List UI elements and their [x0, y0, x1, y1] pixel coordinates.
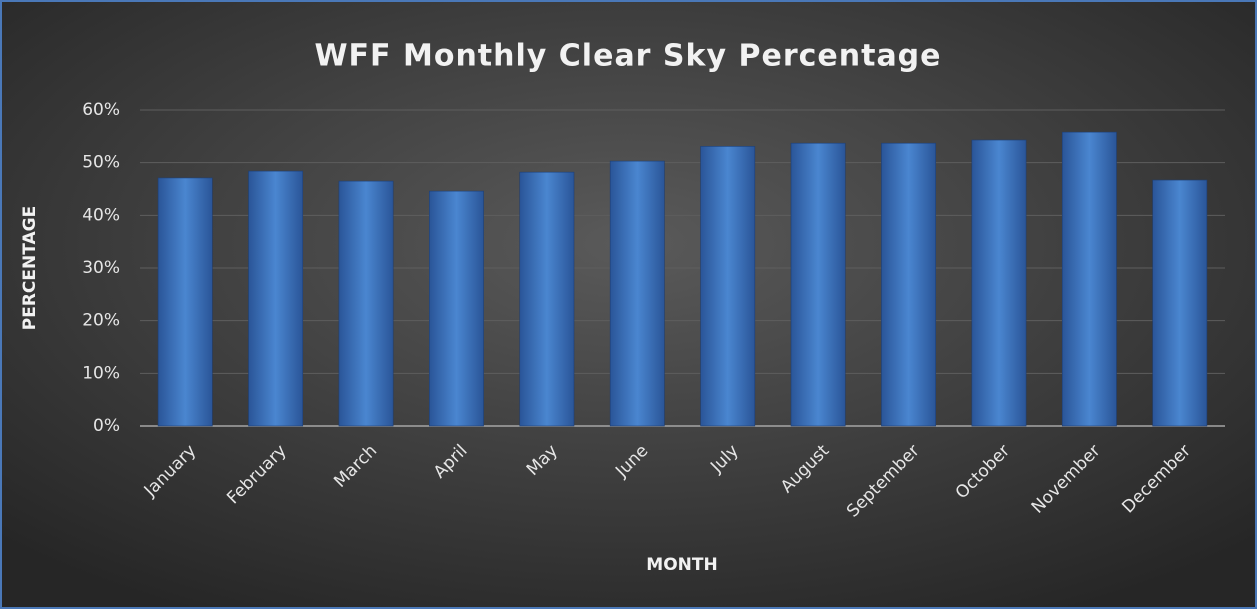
bar [971, 139, 1027, 427]
y-tick-label: 10% [82, 363, 120, 383]
bar [881, 142, 936, 427]
bar [248, 170, 304, 427]
bar [609, 160, 665, 427]
y-tick-label: 30% [82, 258, 120, 278]
bar [519, 171, 575, 427]
bar [700, 146, 756, 427]
bar [790, 142, 846, 427]
x-axis-title: MONTH [646, 555, 717, 575]
bar [429, 190, 484, 427]
bar [1061, 131, 1117, 427]
y-tick-label: 50% [82, 153, 120, 173]
bar [338, 180, 394, 427]
y-tick-label: 40% [82, 205, 120, 225]
bar [157, 177, 213, 427]
y-tick-label: 60% [82, 100, 120, 120]
y-axis-title: PERCENTAGE [20, 206, 40, 330]
y-tick-label: 20% [82, 311, 120, 331]
chart-title: WFF Monthly Clear Sky Percentage [314, 39, 941, 74]
y-tick-label: 0% [93, 416, 120, 436]
bar [1152, 179, 1208, 427]
